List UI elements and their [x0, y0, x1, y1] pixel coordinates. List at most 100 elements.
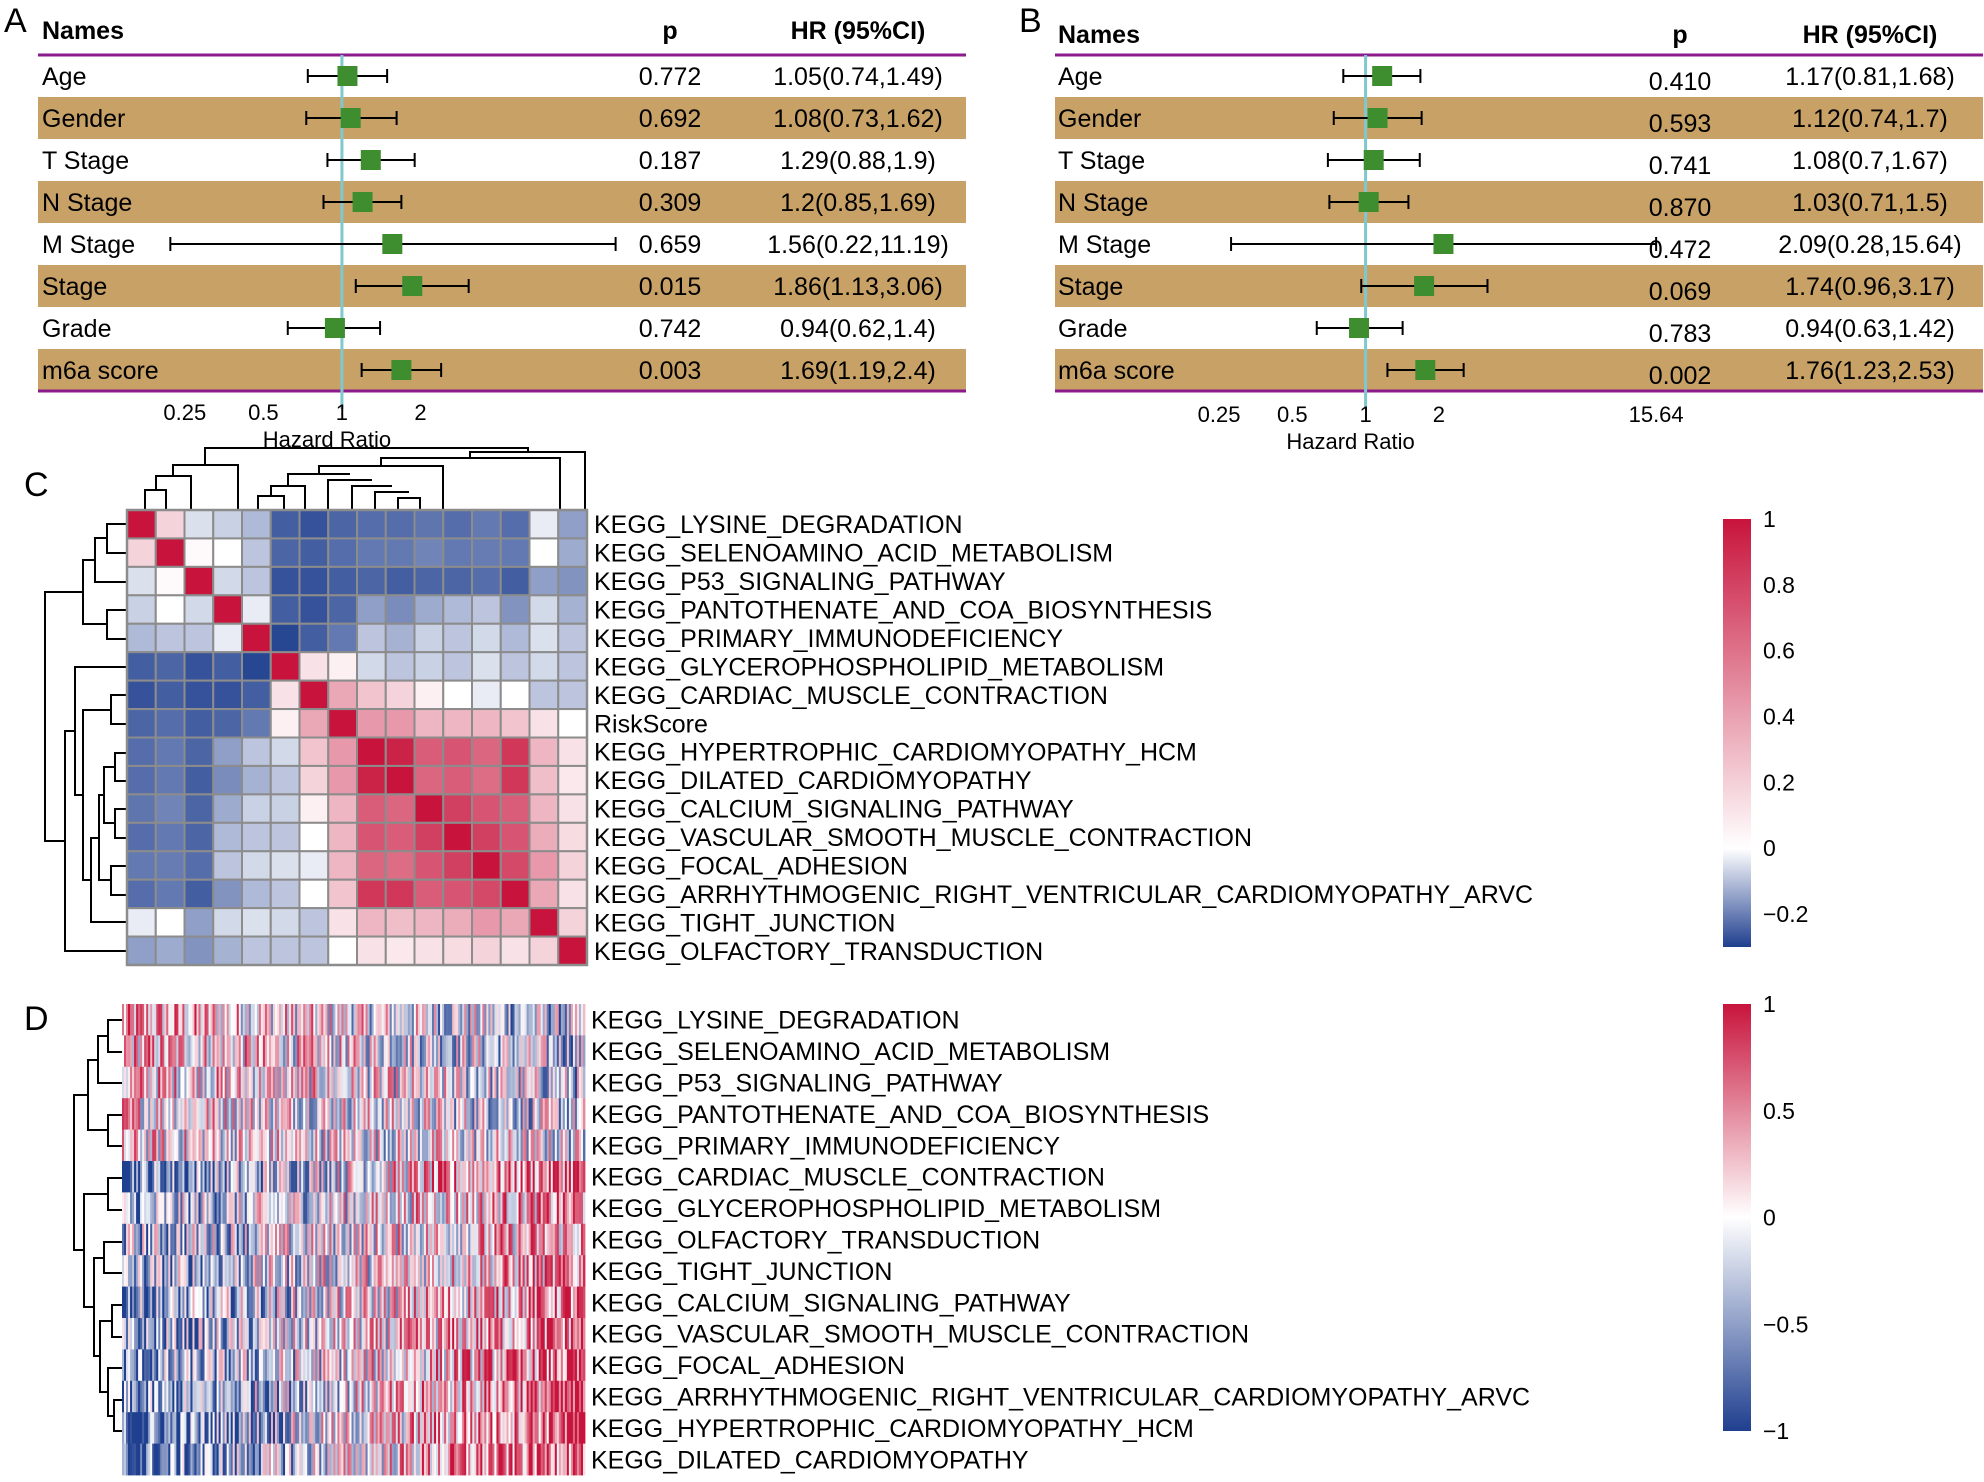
heatmap-strip: [258, 1412, 262, 1444]
heatmap-strip: [339, 1066, 342, 1099]
heatmap-strip: [488, 1349, 491, 1382]
heatmap-strip: [176, 1223, 179, 1256]
heatmap-strip: [425, 1004, 429, 1036]
heatmap-strip: [347, 1129, 350, 1162]
heatmap-strip: [540, 1412, 544, 1444]
heatmap-strip: [548, 1098, 552, 1130]
heatmap-strip: [341, 1412, 344, 1444]
heatmap-strip: [190, 1349, 193, 1382]
heatmap-strip: [494, 1098, 497, 1130]
heatmap-strip: [329, 1192, 332, 1225]
heatmap-strip: [126, 1380, 129, 1413]
heatmap-strip: [536, 1412, 540, 1444]
heatmap-strip: [238, 1380, 242, 1413]
heatmap-strip: [194, 1380, 197, 1413]
heatmap-strip: [315, 1066, 318, 1099]
heatmap-strip: [256, 1192, 260, 1225]
heatmap-strip: [550, 1098, 554, 1130]
heatmap-strip: [397, 1223, 401, 1256]
heatmap-strip: [355, 1066, 358, 1099]
heatmap-strip: [174, 1066, 177, 1099]
heatmap-strip: [295, 1066, 298, 1099]
heatmap-strip: [311, 1443, 314, 1476]
heatmap-strip: [574, 1286, 578, 1319]
heatmap-strip: [365, 1443, 368, 1476]
heatmap-strip: [281, 1223, 284, 1256]
heatmap-strip: [274, 1223, 278, 1256]
heatmap-strip: [222, 1255, 226, 1287]
heatmap-strip: [506, 1066, 509, 1099]
heatmap-strip: [160, 1443, 163, 1476]
heatmap-strip: [317, 1318, 320, 1350]
heatmap-strip: [385, 1161, 389, 1193]
heatmap-strip: [538, 1255, 542, 1287]
heatmap-strip: [438, 1161, 441, 1193]
heatmap-strip: [572, 1318, 576, 1350]
heatmap-strip: [552, 1161, 556, 1193]
heatmap-strip: [262, 1223, 266, 1256]
heatmap-strip: [568, 1192, 572, 1225]
heatmap-strip: [196, 1192, 199, 1225]
heatmap-strip: [224, 1098, 228, 1130]
heatmap-strip: [552, 1098, 556, 1130]
heatmap-strip: [198, 1161, 201, 1193]
heatmap-strip: [208, 1161, 211, 1193]
heatmap-strip: [462, 1349, 465, 1382]
heatmap-strip: [494, 1004, 497, 1036]
heatmap-strip: [200, 1412, 203, 1444]
heatmap-strip: [532, 1161, 536, 1193]
heatmap-strip: [132, 1192, 135, 1225]
heatmap-strip: [154, 1412, 157, 1444]
heatmap-strip: [578, 1380, 582, 1413]
heatmap-strip: [462, 1412, 465, 1444]
heatmap-strip: [196, 1004, 199, 1036]
heatmap-strip: [568, 1223, 572, 1256]
heatmap-strip: [180, 1129, 183, 1162]
heatmap-strip: [150, 1443, 153, 1476]
heatmap-strip: [168, 1223, 171, 1256]
heatmap-strip: [128, 1192, 131, 1225]
heatmap-strip: [456, 1380, 459, 1413]
heatmap-strip: [564, 1380, 568, 1413]
heatmap-strip: [252, 1443, 256, 1476]
heatmap-strip: [550, 1443, 554, 1476]
heatmap-strip: [246, 1066, 250, 1099]
heatmap-strip: [440, 1443, 443, 1476]
heatmap-strip: [550, 1412, 554, 1444]
heatmap-strip: [421, 1412, 425, 1444]
heatmap-cell: [298, 708, 330, 739]
heatmap-strip: [454, 1066, 457, 1099]
heatmap-strip: [375, 1004, 379, 1036]
heatmap-strip: [566, 1286, 570, 1319]
heatmap-strip: [208, 1412, 211, 1444]
heatmap-strip: [244, 1412, 248, 1444]
heatmap-strip: [333, 1035, 336, 1068]
heatmap-strip: [480, 1380, 483, 1413]
heatmap-strip: [365, 1318, 368, 1350]
heatmap-strip: [299, 1318, 302, 1350]
heatmap-strip: [138, 1004, 141, 1036]
heatmap-strip: [375, 1161, 379, 1193]
heatmap-strip: [401, 1318, 405, 1350]
heatmap-strip: [224, 1004, 228, 1036]
heatmap-strip: [248, 1286, 252, 1319]
heatmap-strip: [343, 1255, 346, 1287]
heatmap-strip: [303, 1380, 306, 1413]
row-label: KEGG_SELENOAMINO_ACID_METABOLISM: [594, 540, 1113, 568]
heatmap-strip: [363, 1443, 366, 1476]
heatmap-strip: [293, 1098, 296, 1130]
heatmap-strip: [244, 1286, 248, 1319]
heatmap-strip: [224, 1380, 228, 1413]
heatmap-strip: [357, 1129, 360, 1162]
heatmap-strip: [331, 1318, 334, 1350]
row-name: Gender: [1058, 105, 1141, 133]
heatmap-strip: [534, 1004, 538, 1036]
heatmap-strip: [210, 1286, 213, 1319]
heatmap-strip: [506, 1192, 509, 1225]
heatmap-strip: [385, 1129, 389, 1162]
heatmap-strip: [339, 1223, 342, 1256]
heatmap-strip: [548, 1004, 552, 1036]
heatmap-strip: [544, 1098, 548, 1130]
heatmap-strip: [178, 1098, 181, 1130]
heatmap-strip: [295, 1412, 298, 1444]
